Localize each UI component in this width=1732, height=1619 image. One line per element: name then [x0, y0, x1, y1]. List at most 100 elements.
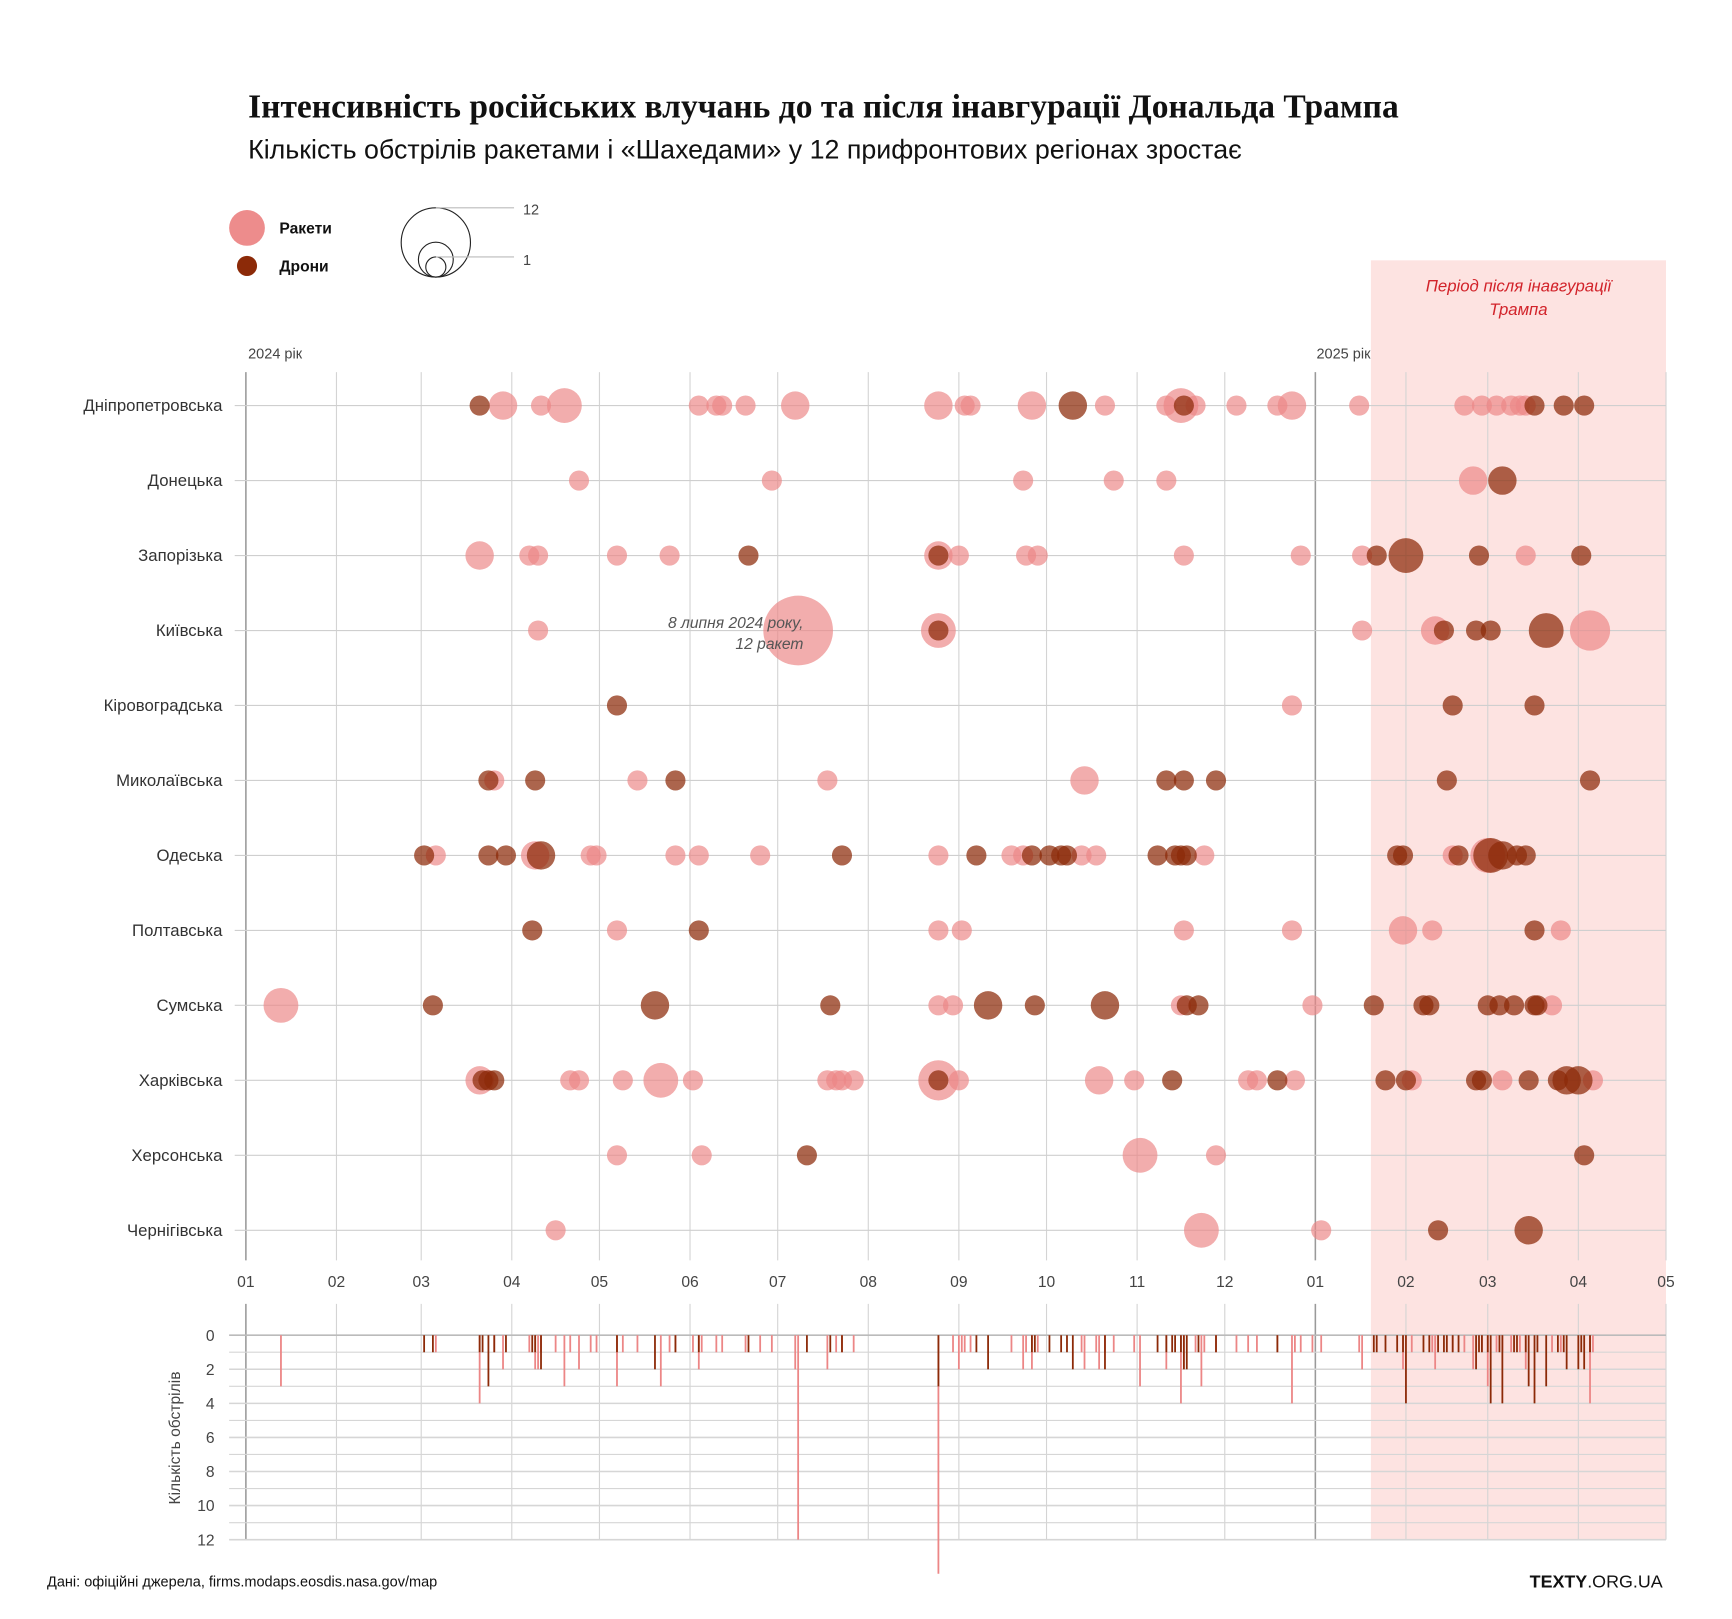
- rocket-bubble: [1454, 395, 1475, 416]
- rocket-bubble: [606, 920, 628, 941]
- texty-logo[interactable]: TEXTY.ORG.UA: [1530, 1572, 1663, 1592]
- rocket-bubble: [1492, 1070, 1513, 1091]
- drone-bubble: [1574, 395, 1595, 416]
- drone-daily-bar: [1501, 1335, 1504, 1404]
- size-legend: [400, 207, 515, 278]
- drone-bubble: [1058, 391, 1088, 420]
- x-tick-label: 04: [1570, 1274, 1588, 1291]
- rocket-daily-bar: [960, 1335, 963, 1353]
- drone-daily-bar: [432, 1335, 434, 1353]
- drone-bubble: [1468, 545, 1490, 566]
- drone-daily-bar: [1565, 1335, 1568, 1370]
- drone-daily-bar: [1185, 1335, 1188, 1370]
- rocket-daily-bar: [1559, 1335, 1562, 1353]
- rocket-daily-bar: [1589, 1335, 1591, 1404]
- rocket-bubble: [1013, 470, 1034, 491]
- rocket-daily-bar: [826, 1335, 829, 1370]
- annotation-line2: 12 ракет: [735, 636, 803, 653]
- drone-daily-bar: [1276, 1335, 1279, 1353]
- rocket-bubble: [1281, 920, 1303, 941]
- drone-bubble: [422, 995, 443, 1016]
- rocket-daily-bar: [1291, 1335, 1293, 1404]
- drone-daily-bar: [1556, 1335, 1559, 1353]
- rocket-daily-bar: [1010, 1335, 1013, 1353]
- drone-daily-bar: [534, 1335, 537, 1353]
- rocket-daily-bar: [1495, 1335, 1498, 1353]
- rocket-bubble: [1550, 920, 1571, 941]
- drone-bubble: [1514, 1216, 1543, 1245]
- drone-bubble: [1388, 538, 1424, 573]
- drone-bubble: [1553, 395, 1574, 416]
- drone-daily-bar: [1478, 1335, 1480, 1353]
- rocket-bubble: [924, 391, 953, 420]
- drone-bubble: [1267, 1070, 1288, 1091]
- drone-bubble: [1392, 845, 1414, 866]
- drone-daily-bar: [1428, 1335, 1431, 1353]
- rocket-daily-bar: [1112, 1335, 1115, 1353]
- drone-bubble: [484, 1070, 505, 1091]
- drone-bubble: [928, 545, 949, 566]
- rocket-daily-bar: [569, 1335, 572, 1353]
- chart-subtitle: Кількість обстрілів ракетами і «Шахедами…: [248, 135, 1242, 165]
- drone-daily-bar: [937, 1335, 940, 1387]
- drone-daily-bar: [1457, 1335, 1460, 1353]
- logo-rest: .ORG.UA: [1587, 1572, 1663, 1592]
- rocket-bubble: [928, 845, 949, 866]
- rocket-daily-bar: [1551, 1335, 1553, 1353]
- rocket-daily-bar: [1133, 1335, 1136, 1353]
- drone-daily-bar: [481, 1335, 484, 1353]
- size-legend-circle-1: [425, 256, 447, 278]
- rocket-daily-bar: [1592, 1335, 1594, 1353]
- rocket-daily-bar: [700, 1335, 703, 1353]
- rocket-bubble: [488, 391, 518, 420]
- drone-daily-bar: [1489, 1335, 1492, 1404]
- rocket-bubble: [781, 391, 810, 420]
- rocket-daily-bar: [794, 1335, 797, 1370]
- drone-bubble: [469, 395, 490, 416]
- x-tick-label: 01: [1307, 1274, 1324, 1291]
- grid: [245, 372, 1667, 1540]
- drone-daily-bar: [841, 1335, 843, 1353]
- rocket-bubble: [528, 545, 549, 566]
- annotation-line1: 8 липня 2024 року,: [668, 615, 803, 632]
- drone-bubble: [1574, 1145, 1595, 1166]
- bottom-y-tick-label: 10: [197, 1498, 215, 1515]
- drone-bubble: [1564, 1066, 1593, 1095]
- rocket-bubble: [1084, 1066, 1114, 1095]
- drone-bubble: [1363, 995, 1384, 1016]
- x-tick-label: 10: [1038, 1274, 1056, 1291]
- drone-bubble: [1433, 620, 1454, 641]
- drone-bubble: [973, 991, 1003, 1020]
- drone-bubble: [1524, 395, 1545, 416]
- rocket-daily-bar: [1025, 1335, 1027, 1353]
- rocket-daily-bar: [1194, 1335, 1197, 1353]
- drone-daily-bar: [423, 1335, 426, 1353]
- rocket-bubble: [1194, 845, 1215, 866]
- bubbles: [263, 388, 1611, 1248]
- rocket-daily-bar: [963, 1335, 966, 1353]
- rocket-daily-bar: [969, 1335, 972, 1353]
- drone-bubble: [478, 845, 499, 866]
- drone-daily-bar: [1104, 1335, 1106, 1370]
- rocket-daily-bar: [1431, 1335, 1434, 1353]
- drone-daily-bar: [1215, 1335, 1217, 1353]
- rocket-bubble: [1302, 995, 1323, 1016]
- rocket-bubble: [1070, 766, 1099, 795]
- drone-daily-bar: [975, 1335, 978, 1353]
- drone-bubble: [640, 991, 670, 1020]
- drone-bubble: [1090, 991, 1120, 1020]
- bottom-y-tick-label: 2: [206, 1362, 215, 1379]
- drone-bubble: [1205, 770, 1227, 791]
- x-tick-label: 02: [328, 1274, 345, 1291]
- rocket-bubble: [1458, 466, 1488, 495]
- rocket-bubble: [606, 545, 628, 566]
- bottom-y-axis-label: Кількість обстрілів: [167, 1371, 184, 1504]
- drone-daily-bar: [1524, 1335, 1527, 1353]
- rocket-bubble: [688, 845, 709, 866]
- rocket-bubble: [1569, 610, 1611, 651]
- drone-bubble: [1524, 920, 1545, 941]
- bottom-y-tick-label: 0: [206, 1328, 215, 1345]
- drone-daily-bar: [478, 1335, 481, 1353]
- drone-daily-bar: [1475, 1335, 1477, 1370]
- drone-bubble: [495, 845, 517, 866]
